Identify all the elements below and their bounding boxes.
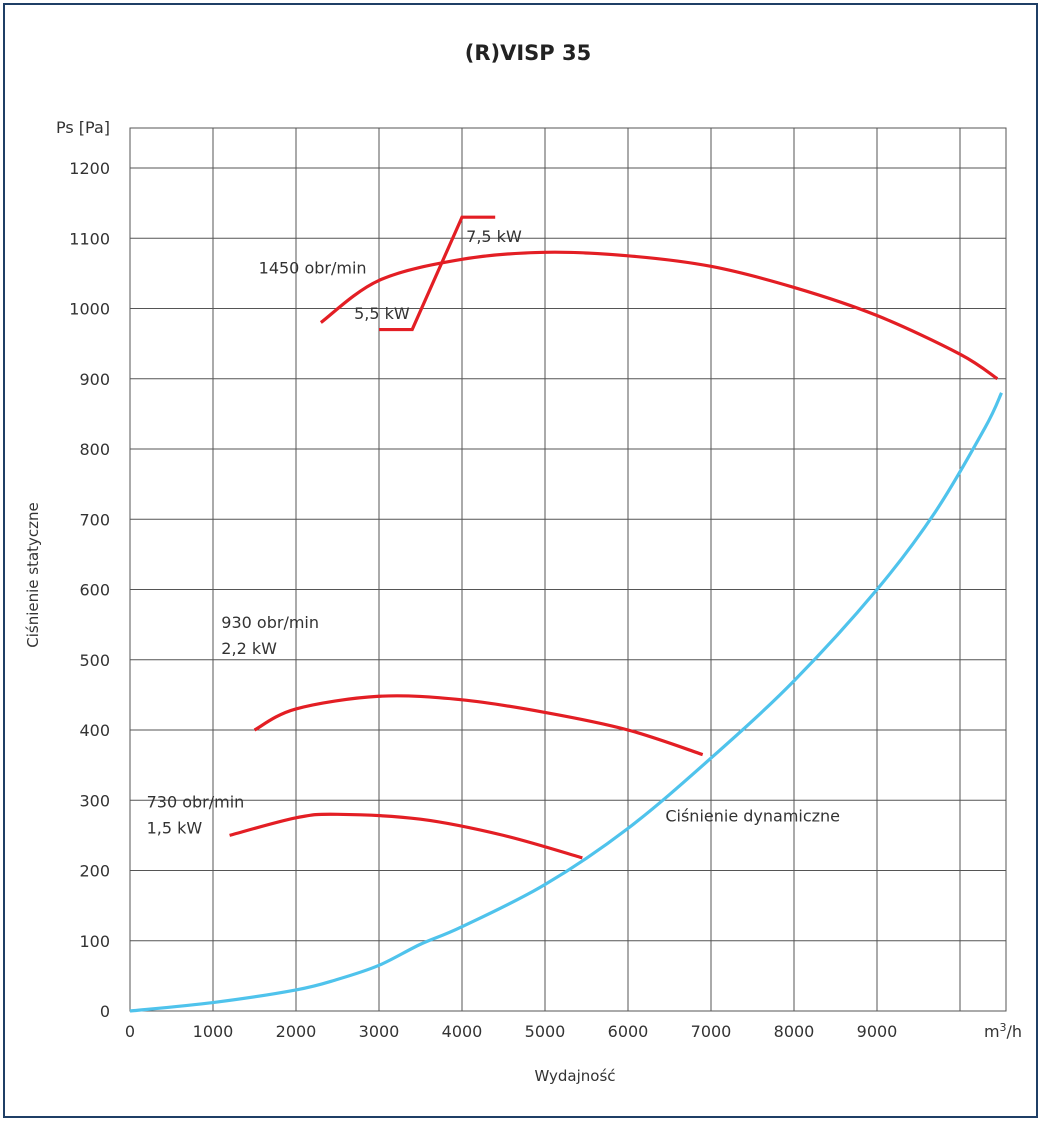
annotation-kw-5-5: 5,5 kW (354, 304, 410, 323)
plot-border (129, 127, 1007, 1012)
x-axis-label: Wydajność (534, 1067, 615, 1085)
x-tick-labels: 0 1000 2000 3000 4000 5000 6000 7000 8000 9000 (125, 1022, 897, 1041)
x-tick-label: 3000 (359, 1022, 400, 1041)
x-tick-label: 9000 (857, 1022, 898, 1041)
x-axis-unit-label: m3/h (984, 1021, 1022, 1042)
annotation-rpm-1450: 1450 obr/min (259, 258, 367, 277)
grid (129, 127, 1007, 1012)
chart-title: (R)VISP 35 (465, 41, 591, 65)
x-tick-label: 6000 (608, 1022, 649, 1041)
y-axis-label: Ciśnienie statyczne (24, 502, 42, 648)
y-tick-label: 800 (79, 440, 110, 459)
y-tick-label: 0 (100, 1002, 110, 1021)
chart-frame (3, 3, 1038, 1118)
x-unit-tail: /h (1007, 1022, 1023, 1041)
x-unit-base: m (984, 1022, 1000, 1041)
series-line-930-obr-min-2-2-kw (253, 694, 704, 757)
annotation-rpm-930: 930 obr/min (221, 613, 319, 632)
x-unit-superscript: 3 (1000, 1021, 1007, 1034)
series-line-730-obr-min-1-5-kw (229, 812, 583, 860)
y-tick-label: 400 (79, 721, 110, 740)
x-tick-label: 2000 (276, 1022, 317, 1041)
y-tick-label: 100 (79, 932, 110, 951)
annotation-kw-1-5: 1,5 kW (147, 818, 203, 837)
x-tick-label: 7000 (691, 1022, 732, 1041)
x-tick-label: 4000 (442, 1022, 483, 1041)
annotation-kw-7-5: 7,5 kW (466, 227, 522, 246)
y-tick-label: 1100 (69, 229, 110, 248)
series-line-1450-obr-min (319, 250, 999, 381)
y-tick-label: 700 (79, 510, 110, 529)
y-tick-label: 1000 (69, 300, 110, 319)
series-layer (129, 215, 1003, 1013)
y-tick-label: 300 (79, 791, 110, 810)
annotation-rpm-730: 730 obr/min (147, 792, 245, 811)
y-axis-unit-label: Ps [Pa] (56, 118, 110, 137)
x-tick-label: 1000 (193, 1022, 234, 1041)
series-line-power-limit (379, 215, 496, 332)
y-tick-label: 1200 (69, 159, 110, 178)
x-tick-label: 0 (125, 1022, 135, 1041)
series-line-ci-nienie-dynamiczne (129, 392, 1003, 1013)
annotation-kw-2-2: 2,2 kW (221, 639, 277, 658)
y-tick-label: 900 (79, 370, 110, 389)
y-tick-label: 600 (79, 581, 110, 600)
x-tick-label: 8000 (774, 1022, 815, 1041)
y-tick-label: 500 (79, 651, 110, 670)
y-tick-labels: 0 100 200 300 400 500 600 700 800 900 1000 1100 1200 (69, 159, 110, 1021)
y-tick-label: 200 (79, 862, 110, 881)
annotation-layer: 1450 obr/min 5,5 kW 7,5 kW 930 obr/min 2,2 k… (147, 227, 840, 838)
annotation-dyn-pressure: Ciśnienie dynamiczne (665, 806, 840, 825)
x-tick-label: 5000 (525, 1022, 566, 1041)
